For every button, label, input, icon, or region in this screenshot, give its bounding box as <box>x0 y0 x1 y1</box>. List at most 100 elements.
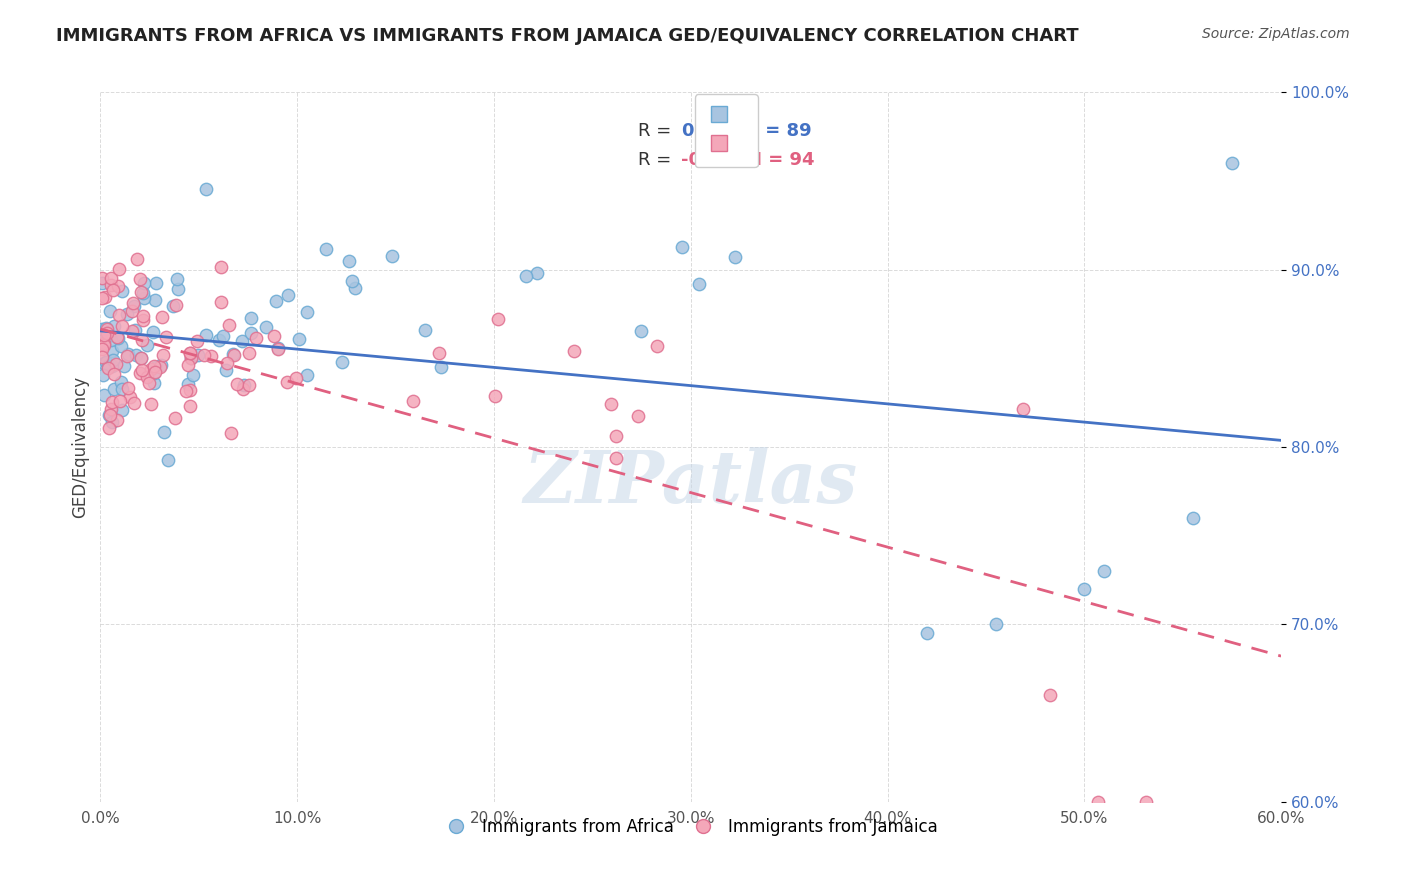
Text: R =: R = <box>637 122 676 140</box>
Y-axis label: GED/Equivalency: GED/Equivalency <box>72 376 89 518</box>
Point <box>129 351 152 365</box>
Point <box>208 333 231 347</box>
Point <box>1073 582 1095 596</box>
Point <box>111 318 134 333</box>
Point <box>98 409 121 423</box>
Point <box>143 366 166 380</box>
Point <box>180 351 202 365</box>
Point <box>267 341 290 355</box>
Point <box>103 368 125 382</box>
Point <box>177 359 200 373</box>
Point <box>239 326 262 340</box>
Point <box>181 368 204 382</box>
Point <box>232 377 254 392</box>
Point <box>101 343 124 358</box>
Point <box>209 294 232 309</box>
Point <box>122 395 145 409</box>
Point <box>1181 511 1204 525</box>
Point <box>149 358 172 372</box>
Point <box>118 390 141 404</box>
Point <box>180 351 202 366</box>
Point <box>97 361 120 376</box>
Point <box>174 384 197 398</box>
Point <box>131 309 153 323</box>
Text: Source: ZipAtlas.com: Source: ZipAtlas.com <box>1202 27 1350 41</box>
Point <box>91 351 114 365</box>
Point <box>186 334 208 348</box>
Point <box>121 324 143 338</box>
Point <box>1012 401 1035 416</box>
Point <box>219 426 242 441</box>
Point <box>145 360 167 375</box>
Point <box>402 393 425 408</box>
Point <box>165 298 187 312</box>
Point <box>93 289 115 303</box>
Point <box>671 240 693 254</box>
Point <box>107 279 129 293</box>
Point <box>107 309 129 323</box>
Point <box>630 324 652 338</box>
Point <box>136 338 159 352</box>
Point <box>984 617 1007 632</box>
Point <box>153 425 176 439</box>
Point <box>96 326 118 340</box>
Point <box>91 342 114 356</box>
Point <box>141 362 163 376</box>
Point <box>96 355 118 369</box>
Point <box>167 282 190 296</box>
Point <box>162 299 184 313</box>
Point <box>97 421 120 435</box>
Point <box>91 276 114 290</box>
Point <box>645 339 668 353</box>
Point <box>93 328 115 343</box>
Point <box>277 288 299 302</box>
Point <box>145 276 167 290</box>
Point <box>724 250 747 264</box>
Point <box>1220 156 1243 170</box>
Point <box>100 334 122 348</box>
Point <box>627 409 650 423</box>
Point <box>179 399 201 413</box>
Point <box>134 292 156 306</box>
Point <box>430 359 453 374</box>
Point <box>91 270 114 285</box>
Point <box>131 333 153 347</box>
Point <box>107 331 129 345</box>
Point <box>143 293 166 308</box>
Point <box>225 376 247 391</box>
Point <box>340 274 363 288</box>
Point <box>103 318 125 333</box>
Text: 0.252: 0.252 <box>682 122 738 140</box>
Point <box>330 355 353 369</box>
Point <box>121 304 143 318</box>
Point <box>101 395 124 409</box>
Text: IMMIGRANTS FROM AFRICA VS IMMIGRANTS FROM JAMAICA GED/EQUIVALENCY CORRELATION CH: IMMIGRANTS FROM AFRICA VS IMMIGRANTS FRO… <box>56 27 1078 45</box>
Point <box>122 299 145 313</box>
Point <box>108 393 131 408</box>
Point <box>96 321 118 335</box>
Point <box>179 346 201 360</box>
Point <box>117 381 139 395</box>
Point <box>238 378 260 392</box>
Point <box>915 626 938 640</box>
Point <box>103 382 125 396</box>
Point <box>124 323 146 337</box>
Point <box>100 271 122 285</box>
Point <box>315 242 337 256</box>
Point <box>1087 795 1109 809</box>
Point <box>129 285 152 299</box>
Point <box>132 313 155 327</box>
Point <box>131 363 153 377</box>
Point <box>125 348 148 362</box>
Text: R =: R = <box>637 151 676 169</box>
Point <box>562 343 585 358</box>
Point <box>110 339 132 353</box>
Text: ZIPatlas: ZIPatlas <box>523 447 858 518</box>
Point <box>111 284 134 298</box>
Point <box>129 351 152 365</box>
Point <box>132 276 155 290</box>
Point <box>103 283 125 297</box>
Point <box>163 411 186 425</box>
Point <box>1092 564 1115 578</box>
Point <box>97 359 120 373</box>
